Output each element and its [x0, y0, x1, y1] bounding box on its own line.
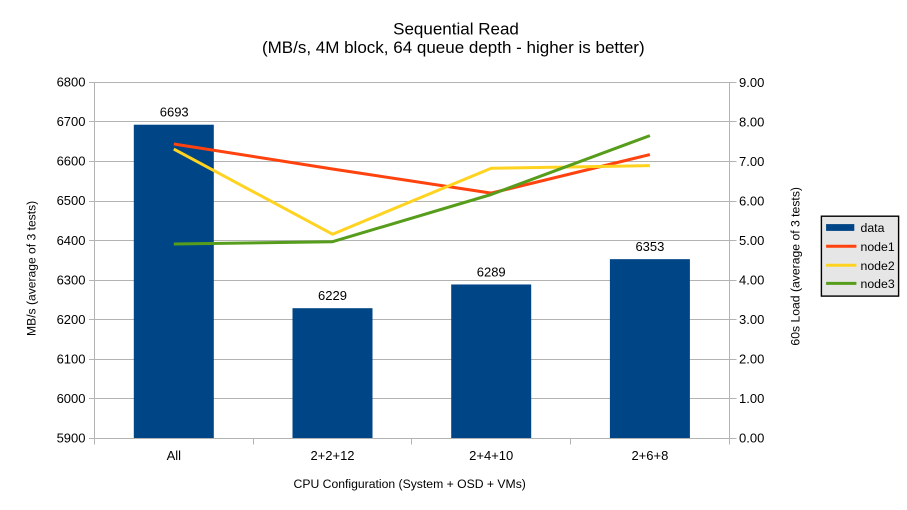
svg-text:2+2+12: 2+2+12: [310, 448, 354, 463]
svg-text:node1: node1: [861, 240, 895, 254]
svg-text:6353: 6353: [635, 239, 664, 254]
svg-text:5.00: 5.00: [739, 233, 764, 248]
svg-text:6700: 6700: [57, 114, 86, 129]
svg-text:6229: 6229: [318, 288, 347, 303]
svg-text:1.00: 1.00: [739, 391, 764, 406]
svg-text:4.00: 4.00: [739, 273, 764, 288]
svg-text:2+6+8: 2+6+8: [631, 448, 668, 463]
svg-text:Sequential Read: Sequential Read: [393, 20, 519, 39]
svg-text:data: data: [861, 221, 885, 235]
svg-text:6100: 6100: [57, 351, 86, 366]
svg-text:6800: 6800: [57, 75, 86, 90]
svg-text:0.00: 0.00: [739, 431, 764, 446]
svg-text:3.00: 3.00: [739, 312, 764, 327]
svg-text:2+4+10: 2+4+10: [469, 448, 513, 463]
svg-text:5900: 5900: [57, 431, 86, 446]
svg-text:MB/s (average of 3 tests): MB/s (average of 3 tests): [24, 201, 38, 336]
svg-text:60s Load (average of 3 tests): 60s Load (average of 3 tests): [789, 187, 803, 346]
svg-text:6400: 6400: [57, 233, 86, 248]
svg-text:6500: 6500: [57, 193, 86, 208]
svg-text:7.00: 7.00: [739, 154, 764, 169]
svg-text:6600: 6600: [57, 154, 86, 169]
svg-text:9.00: 9.00: [739, 75, 764, 90]
svg-text:CPU Configuration (System + OS: CPU Configuration (System + OSD + VMs): [294, 477, 526, 491]
svg-text:node2: node2: [861, 259, 895, 273]
svg-text:6693: 6693: [160, 105, 189, 120]
svg-text:All: All: [167, 448, 182, 463]
svg-text:6.00: 6.00: [739, 193, 764, 208]
svg-text:6300: 6300: [57, 272, 86, 287]
svg-text:node3: node3: [861, 277, 895, 291]
svg-text:8.00: 8.00: [739, 114, 764, 129]
svg-text:(MB/s, 4M block, 64 queue dept: (MB/s, 4M block, 64 queue depth - higher…: [262, 38, 645, 57]
svg-text:6200: 6200: [57, 312, 86, 327]
svg-text:2.00: 2.00: [739, 352, 764, 367]
svg-text:6000: 6000: [57, 391, 86, 406]
svg-text:6289: 6289: [477, 265, 506, 280]
